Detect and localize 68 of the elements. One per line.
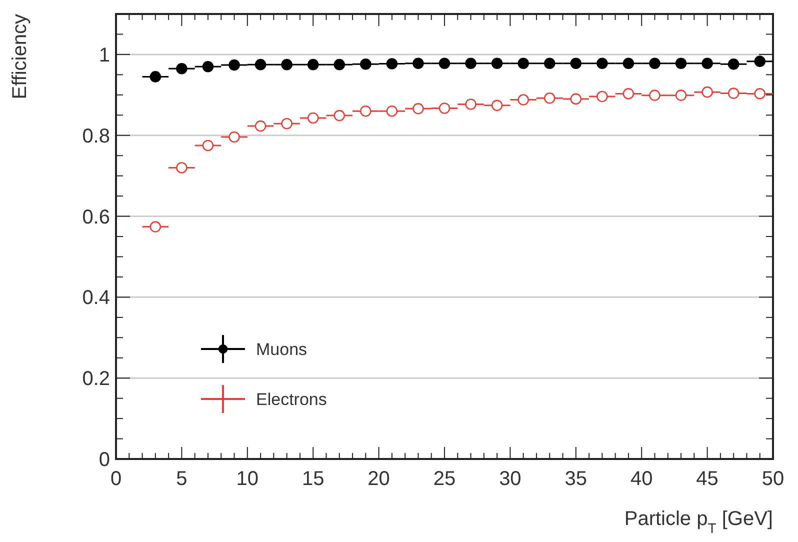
- legend-label: Muons: [256, 340, 308, 359]
- x-tick-label: 50: [762, 468, 784, 490]
- point: [254, 120, 266, 132]
- point: [596, 90, 608, 102]
- point: [202, 60, 214, 72]
- point: [360, 58, 372, 70]
- point: [544, 92, 556, 104]
- point: [334, 58, 346, 70]
- point: [649, 58, 660, 70]
- point: [281, 118, 292, 130]
- point: [150, 221, 162, 232]
- y-tick-label: 0: [98, 449, 110, 471]
- point: [334, 110, 346, 122]
- point: [438, 102, 450, 114]
- x-tick-label: 5: [176, 468, 188, 490]
- point: [228, 59, 240, 71]
- point: [649, 90, 660, 101]
- x-tick-label: 15: [302, 468, 324, 490]
- x-tick-label: 30: [499, 468, 522, 490]
- point: [176, 162, 188, 174]
- point: [491, 58, 503, 70]
- point: [491, 100, 503, 112]
- x-tick-label: 40: [630, 468, 653, 490]
- point: [518, 94, 529, 106]
- point: [228, 131, 240, 143]
- point: [412, 58, 424, 70]
- x-tick-label: 25: [433, 468, 456, 490]
- point: [622, 58, 634, 70]
- point: [386, 105, 398, 117]
- point: [438, 58, 450, 70]
- point: [728, 88, 740, 99]
- point: [544, 58, 556, 70]
- y-tick-label: 1: [98, 44, 110, 66]
- x-tick-label: 20: [368, 468, 390, 490]
- point: [412, 103, 424, 114]
- y-tick-label: 0.4: [82, 287, 110, 310]
- point: [675, 58, 687, 70]
- point: [754, 56, 766, 67]
- point: [176, 62, 188, 74]
- y-tick-label: 0.2: [82, 368, 110, 390]
- point: [675, 90, 687, 101]
- point: [622, 88, 634, 100]
- point: [307, 112, 319, 124]
- point: [465, 98, 476, 110]
- x-axis-title: Particle p$_{T}$ [GeV]: [624, 508, 773, 536]
- point: [570, 58, 582, 70]
- point: [465, 58, 476, 70]
- y-tick-label: 0.6: [82, 206, 110, 228]
- point: [307, 58, 319, 70]
- point: [596, 58, 608, 70]
- legend-label: Electrons: [256, 390, 327, 409]
- point: [386, 58, 398, 70]
- point: [281, 58, 292, 70]
- x-tick-label: 35: [564, 468, 588, 490]
- point: [518, 58, 529, 70]
- x-tick-label: 10: [236, 468, 259, 490]
- point: [150, 71, 162, 82]
- y-tick-label: 0.8: [82, 125, 110, 148]
- point: [728, 58, 740, 70]
- point: [202, 140, 214, 152]
- point: [702, 86, 713, 98]
- point: [360, 105, 372, 117]
- point: [570, 93, 582, 105]
- x-tick-label: 45: [696, 468, 718, 490]
- point: [702, 58, 713, 70]
- y-axis-title: Efficiency: [9, 14, 31, 100]
- point: [754, 88, 766, 100]
- point: [254, 58, 266, 70]
